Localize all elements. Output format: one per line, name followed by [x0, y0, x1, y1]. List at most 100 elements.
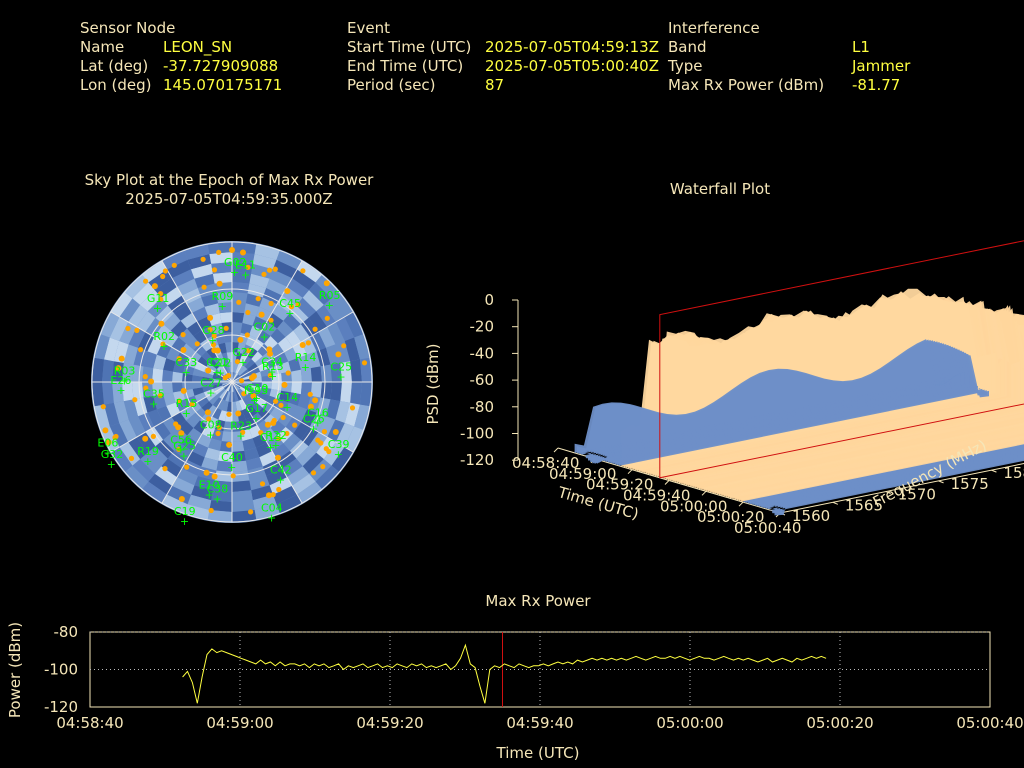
sky-cell: [232, 242, 257, 254]
sky-cell: [212, 408, 222, 420]
satellite-label: R13: [262, 360, 284, 373]
sky-cell: [266, 468, 287, 486]
sky-cell: [187, 297, 205, 313]
sky-cell: [241, 383, 252, 389]
satellite-point: [142, 435, 149, 442]
satellite-plus: +: [206, 428, 215, 441]
satellite-plus: +: [116, 384, 125, 397]
sky-cell: [262, 321, 277, 336]
sky-cell: [296, 446, 317, 467]
satellite-point: [244, 332, 250, 338]
sky-cell: [232, 490, 253, 502]
satellite-label: G02: [224, 256, 247, 269]
satellite-label: C39: [328, 438, 350, 451]
sky-cell: [238, 353, 247, 365]
satellite-point: [134, 327, 140, 333]
sky-cell: [187, 494, 212, 510]
sky-cell: [119, 298, 141, 322]
sky-cell: [340, 382, 352, 403]
sky-cell: [277, 450, 297, 469]
satellite-plus: +: [236, 430, 245, 443]
sky-cell: [138, 332, 155, 352]
sky-cell: [119, 419, 137, 442]
sky-cell: [335, 341, 351, 363]
waterfall-time-marker: [659, 240, 1024, 479]
satellite-point: [341, 343, 347, 349]
epoch-plane: [659, 240, 1024, 479]
sky-cell: [226, 352, 232, 363]
satellite-plus: +: [213, 493, 222, 506]
satellite-point: [324, 315, 330, 321]
satellite-plus: +: [309, 423, 318, 436]
sky-cell: [297, 354, 311, 370]
sky-cell: [335, 317, 355, 341]
sky-cell: [287, 278, 310, 298]
sky-cell: [228, 391, 232, 402]
satellite-point: [211, 347, 218, 354]
satellite-plus: +: [268, 370, 277, 383]
frequency-tick-label: 1570: [898, 486, 936, 504]
satellite-labels: I193+C56+E11+C13+R03+R13+E10+C12+C26+E06…: [97, 256, 352, 528]
time-tick: [664, 480, 670, 485]
sky-cell: [142, 260, 167, 283]
max-rx-power-value: -81.77: [852, 76, 901, 94]
sky-cell: [191, 485, 213, 501]
sky-cell: [194, 476, 215, 491]
sky-cell: [162, 382, 173, 395]
sky-cell: [252, 412, 265, 426]
sky-cell: [154, 422, 171, 440]
satellite-point: [259, 481, 266, 487]
sky-cell: [232, 450, 246, 462]
sky-cell: [241, 375, 252, 381]
satellite-point: [307, 391, 313, 397]
satellite-label: R15: [176, 397, 198, 410]
sky-cell: [212, 356, 222, 367]
sky-cell: [249, 388, 261, 397]
sky-cell: [244, 394, 255, 405]
sky-cell: [232, 342, 239, 353]
psd-tick-label: -120: [460, 451, 494, 469]
sky-cell: [310, 382, 322, 398]
sky-cell: [219, 389, 227, 400]
sky-cell: [218, 450, 232, 462]
satellite-plus: +: [283, 401, 292, 414]
sky-cell: [214, 369, 225, 377]
satellite-label: R22: [265, 429, 287, 442]
sky-cell: [214, 470, 232, 482]
sky-cell: [167, 485, 191, 505]
sky-cell: [187, 451, 205, 467]
satellite-label: E26: [110, 374, 131, 387]
sky-cell: [297, 481, 322, 504]
satellite-point: [276, 486, 282, 493]
satellite-label: E10: [199, 479, 220, 492]
sky-cell: [273, 259, 297, 279]
satellite-plus: +: [276, 474, 285, 487]
satellite-point: [215, 430, 221, 437]
sky-cell: [350, 359, 362, 382]
sky-cell: [350, 382, 362, 405]
satellite-point: [180, 347, 187, 353]
satellite-point: [200, 256, 206, 262]
satellite-point: [320, 464, 326, 470]
satellite-point: [236, 299, 242, 305]
sky-cell: [163, 392, 176, 406]
sky-cell: [140, 290, 162, 312]
satellite-point: [285, 370, 291, 376]
satellite-plus: +: [218, 300, 227, 313]
sky-cell: [122, 362, 134, 382]
satellite-label: R19: [137, 445, 159, 458]
sky-cell: [273, 485, 297, 505]
sky-cell: [202, 376, 213, 382]
satellite-point: [239, 378, 245, 384]
satellite-label: G17: [245, 402, 268, 415]
power-chart-grid: [90, 631, 990, 707]
satellite-label: R23: [230, 420, 252, 433]
time-tick-label: 04:59:40: [623, 487, 690, 505]
satellite-label: C40: [221, 451, 243, 464]
satellite-point: [211, 333, 217, 339]
sky-cell: [209, 359, 220, 370]
sky-cell: [247, 347, 258, 359]
satellite-plus: +: [149, 398, 158, 411]
sky-cell: [214, 387, 225, 395]
sky-cell: [197, 434, 212, 448]
